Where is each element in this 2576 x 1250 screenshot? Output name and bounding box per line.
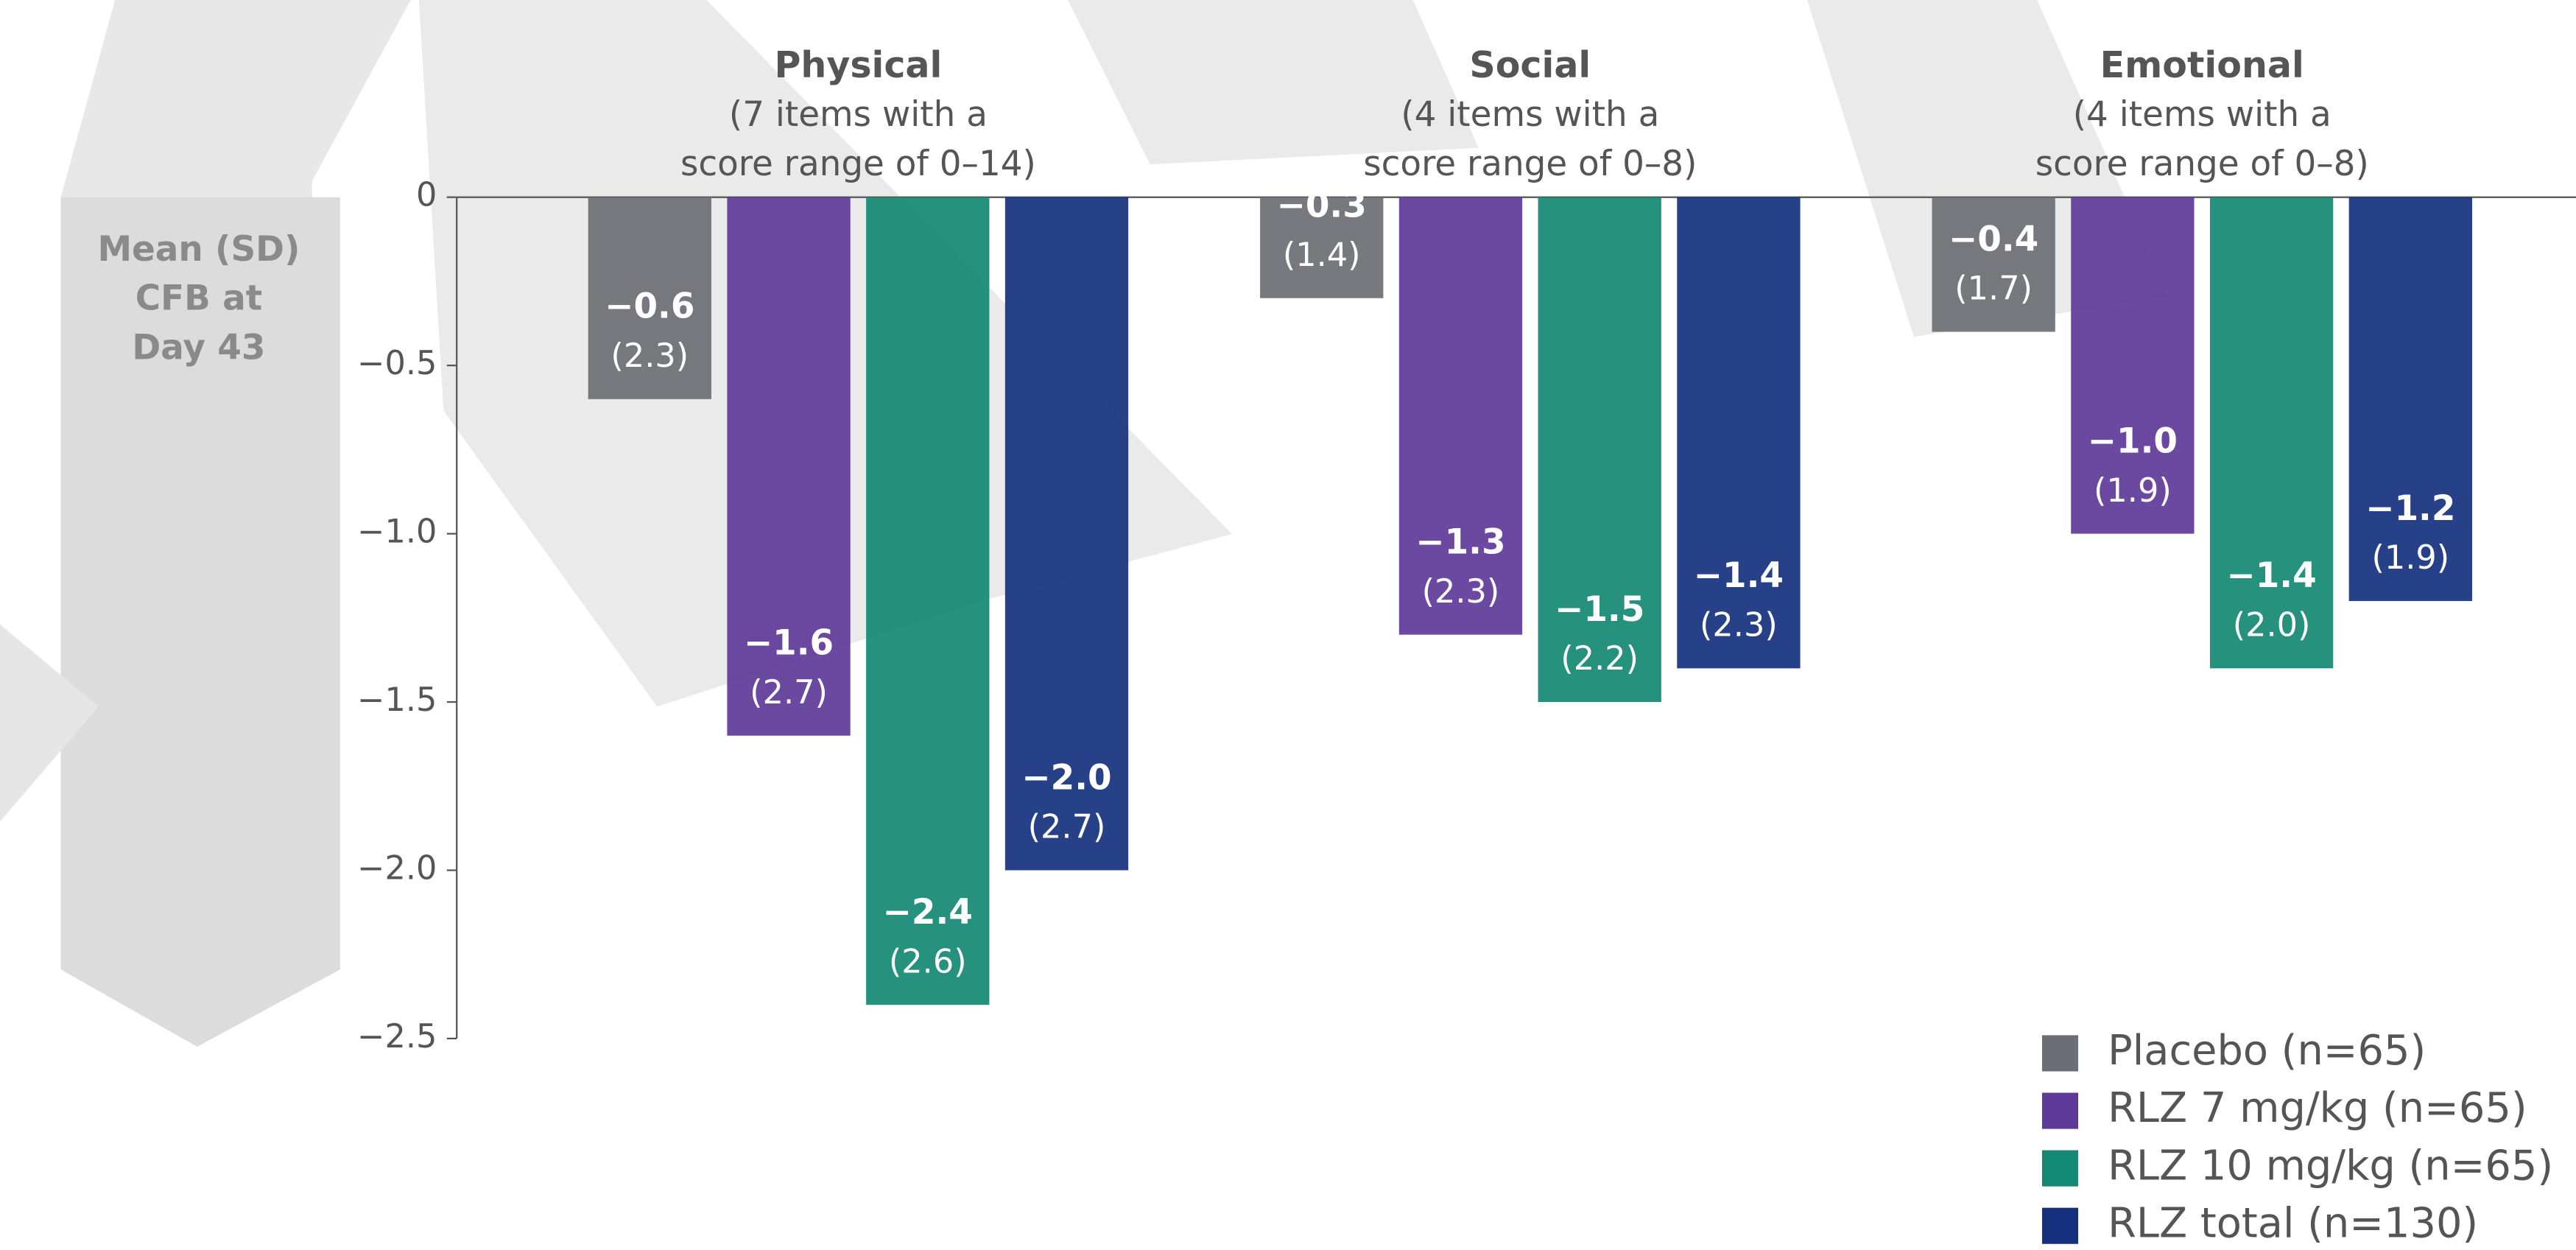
sd-label: (1.7) (1954, 270, 2033, 308)
sd-label: (2.7) (750, 673, 828, 712)
group-subtitle: score range of 0–8) (1363, 144, 1697, 184)
bar (1677, 197, 1801, 669)
bar (2209, 197, 2334, 669)
group-title: Emotional (2100, 43, 2304, 86)
legend-label: RLZ 10 mg/kg (n=65) (2108, 1142, 2553, 1190)
y-tick-label: −0.5 (357, 344, 437, 382)
y-axis-label: Mean (SD) (97, 230, 300, 270)
bar (1538, 197, 1661, 703)
value-label: −1.3 (1415, 522, 1505, 562)
sd-label: (2.3) (1422, 572, 1500, 611)
legend-label: RLZ total (n=130) (2108, 1199, 2478, 1247)
group-title: Physical (774, 43, 942, 86)
y-axis-label: CFB at (136, 279, 262, 319)
group-subtitle: (7 items with a (729, 95, 988, 135)
group-subtitle: score range of 0–14) (680, 144, 1036, 184)
value-label: −1.4 (2227, 556, 2317, 596)
value-label: −1.6 (744, 624, 834, 664)
y-tick-label: −2.5 (357, 1017, 437, 1056)
sd-label: (2.0) (2233, 606, 2311, 645)
value-label: −0.4 (1949, 220, 2038, 259)
bar (588, 197, 711, 399)
value-label: −1.0 (2088, 421, 2178, 461)
value-label: −2.4 (883, 893, 973, 933)
legend-swatch (2041, 1207, 2079, 1244)
group-subtitle: score range of 0–8) (2035, 144, 2369, 184)
sd-label: (1.4) (1283, 236, 1361, 274)
bar (866, 197, 990, 1005)
sd-label: (2.3) (610, 337, 689, 375)
value-label: −1.2 (2365, 489, 2455, 529)
value-label: −2.0 (1021, 758, 1111, 798)
legend-label: RLZ 7 mg/kg (n=65) (2108, 1084, 2527, 1132)
bar (1004, 197, 1129, 871)
sd-label: (2.3) (1700, 606, 1778, 645)
bar (1932, 197, 2055, 332)
y-tick-label: −2.0 (357, 849, 437, 887)
bar (1260, 197, 1384, 298)
bar (727, 197, 851, 736)
sd-label: (2.7) (1028, 808, 1106, 846)
value-label: −0.3 (1277, 186, 1367, 226)
value-label: −0.6 (605, 287, 694, 327)
y-tick-label: −1.0 (357, 513, 437, 551)
y-tick-label: −1.5 (357, 681, 437, 719)
legend-swatch (2041, 1092, 2079, 1129)
value-label: −1.5 (1555, 590, 1644, 630)
group-subtitle: (4 items with a (2073, 95, 2332, 135)
sd-label: (1.9) (2371, 538, 2449, 577)
bar (2071, 197, 2195, 534)
y-axis-label: Day 43 (132, 329, 265, 368)
legend-swatch (2041, 1150, 2079, 1187)
sd-label: (2.6) (889, 942, 967, 980)
legend-swatch (2041, 1035, 2079, 1072)
bar (1398, 197, 1523, 635)
group-title: Social (1469, 43, 1591, 86)
legend-label: Placebo (n=65) (2108, 1027, 2426, 1075)
bar (2348, 197, 2472, 601)
value-label: −1.4 (1694, 556, 1784, 596)
y-tick-label: 0 (416, 176, 437, 214)
sd-label: (1.9) (2094, 471, 2172, 510)
group-subtitle: (4 items with a (1401, 95, 1659, 135)
sd-label: (2.2) (1560, 639, 1639, 678)
